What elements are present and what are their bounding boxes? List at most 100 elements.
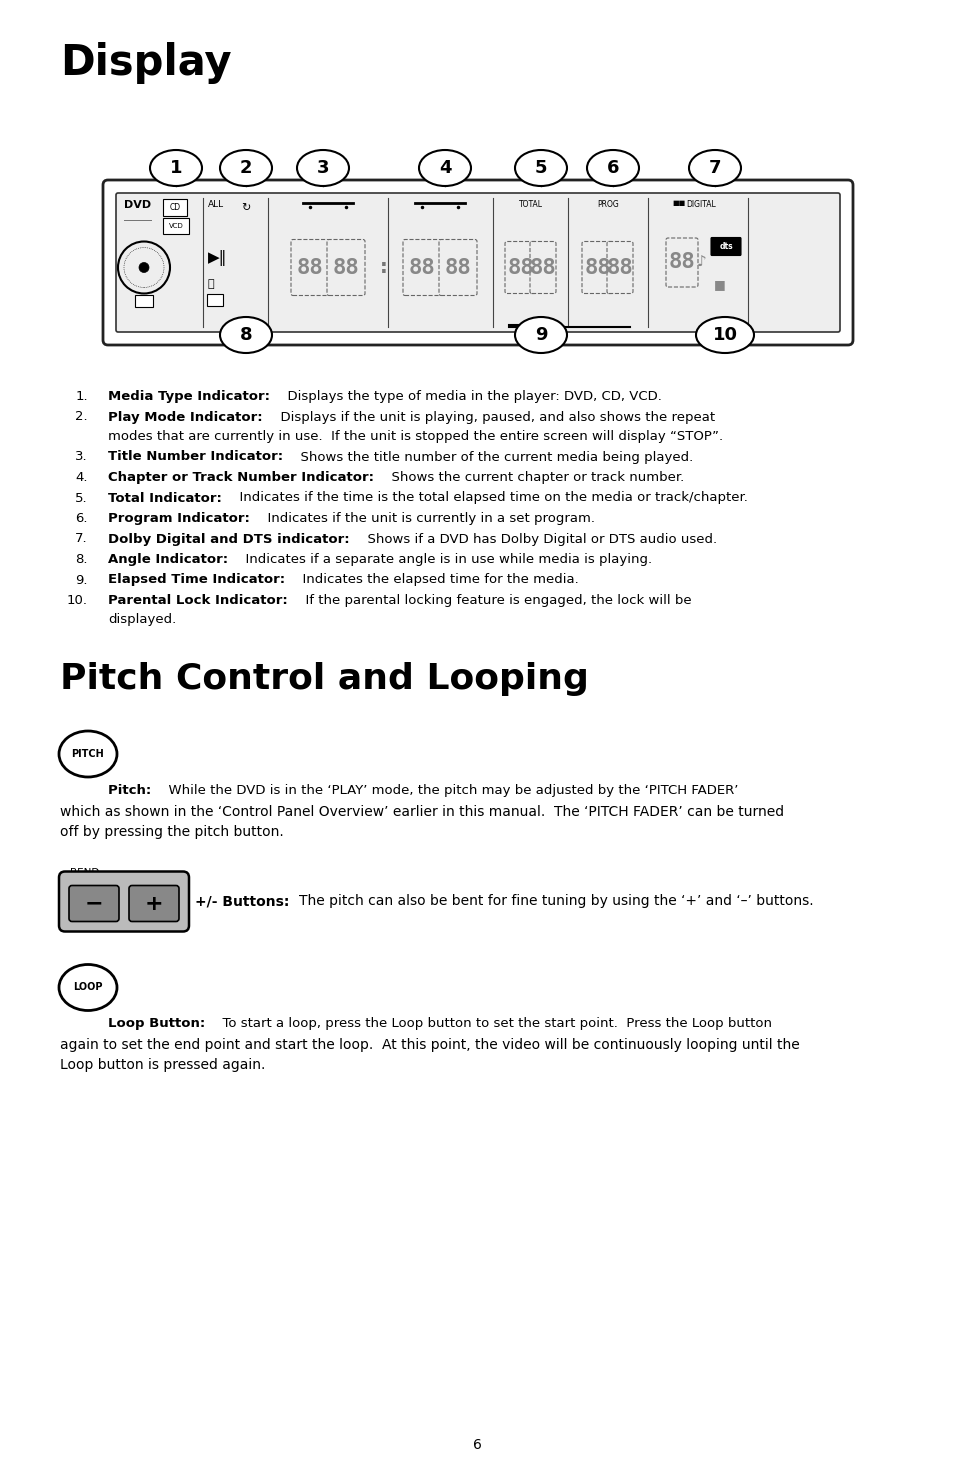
Text: +: +: [145, 894, 163, 913]
Ellipse shape: [586, 150, 639, 186]
Text: Loop Button:: Loop Button:: [108, 1018, 214, 1031]
FancyBboxPatch shape: [163, 199, 187, 215]
Text: If the parental locking feature is engaged, the lock will be: If the parental locking feature is engag…: [296, 594, 691, 608]
FancyBboxPatch shape: [665, 237, 698, 288]
Text: CD: CD: [170, 204, 180, 212]
FancyBboxPatch shape: [116, 193, 840, 332]
FancyBboxPatch shape: [581, 242, 614, 294]
Text: Elapsed Time Indicator:: Elapsed Time Indicator:: [108, 574, 294, 587]
Text: PITCH: PITCH: [71, 749, 104, 760]
Text: BEND: BEND: [70, 867, 99, 878]
Ellipse shape: [296, 150, 349, 186]
FancyBboxPatch shape: [291, 239, 329, 295]
Ellipse shape: [59, 965, 117, 1010]
Text: DIGITAL: DIGITAL: [685, 201, 715, 209]
Text: Displays if the unit is playing, paused, and also shows the repeat: Displays if the unit is playing, paused,…: [272, 410, 714, 423]
Text: −: −: [85, 894, 103, 913]
FancyBboxPatch shape: [163, 218, 189, 235]
Text: Pitch Control and Looping: Pitch Control and Looping: [60, 662, 588, 696]
Text: Indicates if the unit is currently in a set program.: Indicates if the unit is currently in a …: [259, 512, 595, 525]
Text: Loop button is pressed again.: Loop button is pressed again.: [60, 1059, 265, 1072]
FancyBboxPatch shape: [327, 239, 365, 295]
Text: 88: 88: [606, 258, 633, 277]
FancyBboxPatch shape: [129, 885, 179, 922]
Text: 5.: 5.: [75, 491, 88, 504]
Text: LOOP: LOOP: [73, 982, 103, 993]
Text: Program Indicator:: Program Indicator:: [108, 512, 259, 525]
Text: ↻: ↻: [241, 204, 250, 212]
Text: PROG: PROG: [597, 201, 618, 209]
Text: ■: ■: [714, 277, 725, 291]
Text: 9: 9: [535, 326, 547, 344]
Text: 88: 88: [668, 252, 695, 273]
Text: again to set the end point and start the loop.  At this point, the video will be: again to set the end point and start the…: [60, 1038, 799, 1052]
Text: 1: 1: [170, 159, 182, 177]
Text: Shows the title number of the current media being played.: Shows the title number of the current me…: [292, 450, 693, 463]
Text: Total Indicator:: Total Indicator:: [108, 491, 231, 504]
Text: Play Mode Indicator:: Play Mode Indicator:: [108, 410, 272, 423]
FancyBboxPatch shape: [710, 237, 740, 255]
Text: :: :: [379, 258, 388, 277]
Text: Chapter or Track Number Indicator:: Chapter or Track Number Indicator:: [108, 471, 383, 484]
Text: :: :: [527, 258, 534, 276]
Text: While the DVD is in the ‘PLAY’ mode, the pitch may be adjusted by the ‘PITCH FAD: While the DVD is in the ‘PLAY’ mode, the…: [160, 785, 739, 796]
Text: :: :: [604, 258, 611, 276]
Text: 88: 88: [529, 258, 556, 277]
Text: 7: 7: [708, 159, 720, 177]
Text: 8: 8: [239, 326, 252, 344]
Text: 4.: 4.: [75, 471, 88, 484]
Text: 9.: 9.: [75, 574, 88, 587]
Text: ALL: ALL: [208, 201, 224, 209]
Text: ♪: ♪: [697, 255, 706, 270]
Text: To start a loop, press the Loop button to set the start point.  Press the Loop b: To start a loop, press the Loop button t…: [214, 1018, 772, 1031]
Text: 2: 2: [239, 159, 252, 177]
Text: VCD: VCD: [169, 223, 183, 229]
FancyBboxPatch shape: [135, 295, 152, 307]
Text: 3.: 3.: [75, 450, 88, 463]
Ellipse shape: [688, 150, 740, 186]
Text: TOTAL: TOTAL: [518, 201, 542, 209]
Text: off by pressing the pitch button.: off by pressing the pitch button.: [60, 825, 283, 839]
Text: which as shown in the ‘Control Panel Overview’ earlier in this manual.  The ‘PIT: which as shown in the ‘Control Panel Ove…: [60, 804, 783, 819]
Text: 1.: 1.: [75, 389, 88, 403]
FancyBboxPatch shape: [69, 885, 119, 922]
Text: 6: 6: [472, 1438, 481, 1451]
Text: 7.: 7.: [75, 532, 88, 546]
Ellipse shape: [696, 317, 753, 353]
Text: displayed.: displayed.: [108, 614, 176, 627]
Text: Shows if a DVD has Dolby Digital or DTS audio used.: Shows if a DVD has Dolby Digital or DTS …: [358, 532, 717, 546]
Text: 6: 6: [606, 159, 618, 177]
Text: ■■: ■■: [671, 201, 684, 207]
Ellipse shape: [515, 317, 566, 353]
Text: 88: 88: [333, 258, 359, 277]
FancyBboxPatch shape: [402, 239, 440, 295]
Ellipse shape: [220, 317, 272, 353]
Text: Dolby Digital and DTS indicator:: Dolby Digital and DTS indicator:: [108, 532, 358, 546]
Text: 6.: 6.: [75, 512, 88, 525]
Ellipse shape: [59, 732, 117, 777]
Text: Parental Lock Indicator:: Parental Lock Indicator:: [108, 594, 296, 608]
Text: ▶‖: ▶‖: [208, 249, 227, 266]
FancyBboxPatch shape: [530, 242, 556, 294]
Text: Displays the type of media in the player: DVD, CD, VCD.: Displays the type of media in the player…: [279, 389, 661, 403]
FancyBboxPatch shape: [59, 872, 189, 932]
Text: 2.: 2.: [75, 410, 88, 423]
Text: Display: Display: [60, 41, 232, 84]
Text: 8.: 8.: [75, 553, 88, 566]
Ellipse shape: [515, 150, 566, 186]
FancyBboxPatch shape: [504, 242, 537, 294]
Text: Media Type Indicator:: Media Type Indicator:: [108, 389, 279, 403]
Text: Indicates the elapsed time for the media.: Indicates the elapsed time for the media…: [294, 574, 578, 587]
Text: Indicates if a separate angle is in use while media is playing.: Indicates if a separate angle is in use …: [237, 553, 652, 566]
Text: 88: 88: [296, 258, 323, 277]
Text: Indicates if the time is the total elapsed time on the media or track/chapter.: Indicates if the time is the total elaps…: [231, 491, 747, 504]
Text: 88: 88: [584, 258, 611, 277]
FancyBboxPatch shape: [606, 242, 633, 294]
Text: The pitch can also be bent for fine tuning by using the ‘+’ and ‘–’ buttons.: The pitch can also be bent for fine tuni…: [299, 894, 813, 909]
Ellipse shape: [150, 150, 202, 186]
Text: DVD: DVD: [124, 201, 151, 209]
Ellipse shape: [220, 150, 272, 186]
Text: 🎧: 🎧: [208, 279, 214, 289]
Text: Pitch:: Pitch:: [108, 785, 160, 796]
Text: 3: 3: [316, 159, 329, 177]
